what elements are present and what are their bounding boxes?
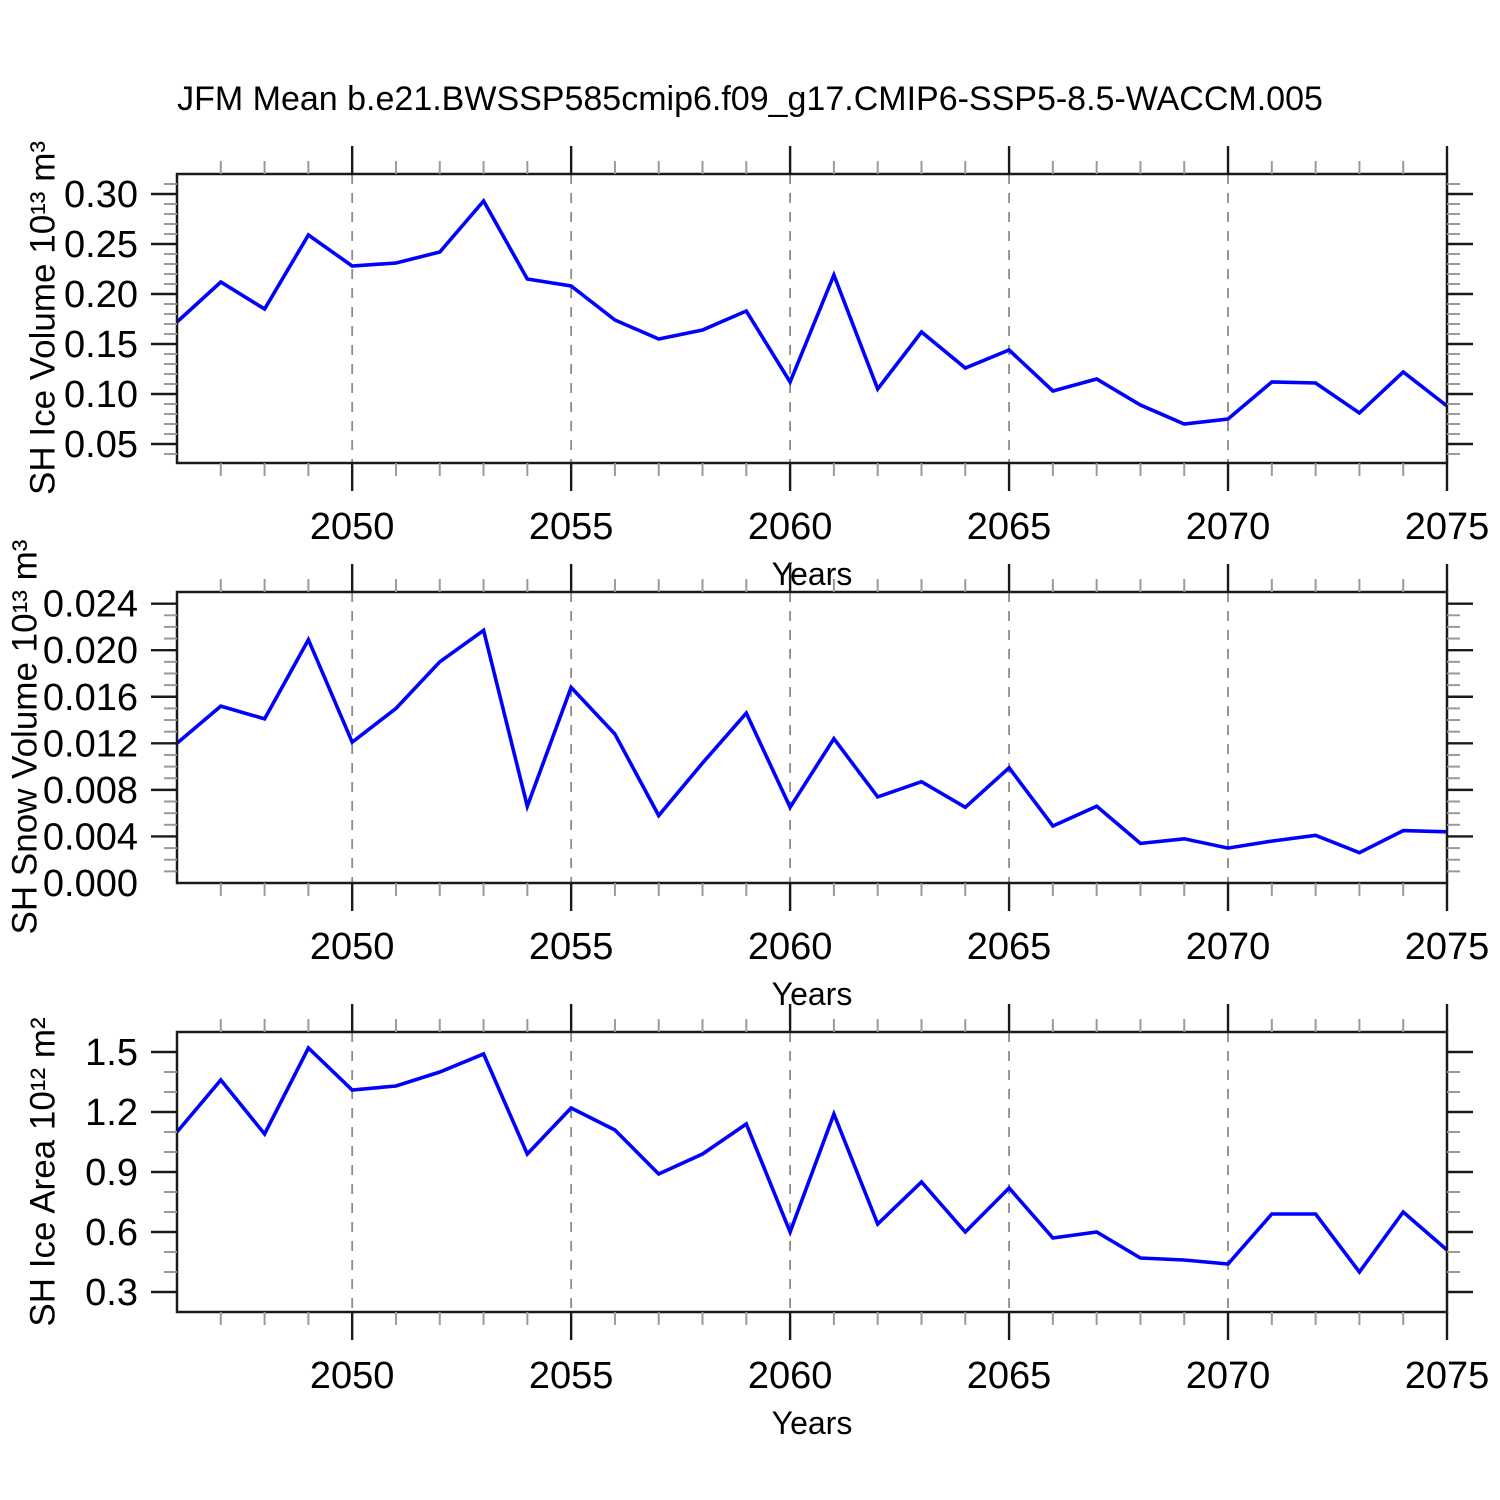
y-tick-label: 0.012 (43, 723, 138, 765)
ice-volume-panel: 2050 2055 2060 2065 2070 2075 0.05 0.10 0.15 0.20… (23, 141, 1489, 592)
ice-volume-x-axis-title: Years (772, 556, 853, 592)
y-tick-label: 0.000 (43, 863, 138, 905)
sh-ice-volume-line (175, 197, 1449, 426)
ice-area-plot: 2050 2055 2060 2065 2070 2075 0.3 0.6 0.9 1.2 1.5 (85, 1004, 1489, 1397)
y-tick-label: 0.10 (64, 374, 138, 416)
x-tick-label: 2050 (310, 926, 395, 968)
plot-frame (175, 172, 1449, 465)
y-tick-label: 0.008 (43, 770, 138, 812)
chart-title: JFM Mean b.e21.BWSSP585cmip6.f09_g17.CMI… (177, 80, 1323, 118)
x-tick-label: 2050 (310, 506, 395, 548)
x-tick-label: 2055 (529, 506, 614, 548)
x-tick-label: 2050 (310, 1355, 395, 1397)
ice-volume-y-axis-title: SH Ice Volume 10¹³ m³ (23, 141, 62, 495)
y-tick-label: 0.30 (64, 174, 138, 216)
y-tick-label: 0.024 (43, 584, 138, 626)
ice-area-panel: 2050 2055 2060 2065 2070 20750.30.60.91.21.5 … (23, 1004, 1489, 1441)
ice-volume-plot: 2050 2055 2060 2065 2070 2075 0.05 0.10 0.15 0.20… (64, 146, 1489, 548)
x-tick-label: 2070 (1186, 1355, 1271, 1397)
y-tick-label: 0.25 (64, 224, 138, 266)
x-tick-label: 2065 (967, 926, 1052, 968)
y-tick-label: 0.15 (64, 324, 138, 366)
x-tick-label: 2075 (1405, 1355, 1490, 1397)
sh-snow-volume-line (175, 627, 1448, 855)
sh-ice-area-line (175, 1045, 1449, 1276)
y-tick-label: 1.2 (85, 1092, 138, 1134)
x-tick-label: 2055 (529, 926, 614, 968)
y-tick-label: 0.20 (64, 274, 138, 316)
x-tick-label: 2055 (529, 1355, 614, 1397)
ice-area-y-axis-title: SH Ice Area 10¹² m² (23, 1017, 62, 1326)
ice-area-x-axis-title: Years (772, 1405, 853, 1441)
x-tick-label: 2060 (748, 506, 833, 548)
snow-volume-y-axis-title: SH Snow Volume 10¹³ m³ (5, 540, 44, 935)
x-tick-label: 2070 (1186, 926, 1271, 968)
x-tick-label: 2065 (967, 1355, 1052, 1397)
y-tick-label: 0.05 (64, 424, 138, 466)
y-tick-label: 0.016 (43, 677, 138, 719)
x-tick-label: 2070 (1186, 506, 1271, 548)
x-tick-label: 2065 (967, 506, 1052, 548)
y-tick-label: 0.020 (43, 630, 138, 672)
snow-volume-x-axis-title: Years (772, 976, 853, 1012)
y-tick-label: 0.004 (43, 816, 138, 858)
x-tick-label: 2060 (748, 926, 833, 968)
x-tick-label: 2075 (1405, 926, 1490, 968)
y-tick-label: 1.5 (85, 1032, 138, 1074)
y-tick-label: 0.6 (85, 1212, 138, 1254)
y-tick-label: 0.3 (85, 1272, 138, 1314)
x-tick-label: 2060 (748, 1355, 833, 1397)
plot-frame (175, 590, 1449, 885)
x-tick-label: 2075 (1405, 506, 1490, 548)
y-tick-label: 0.9 (85, 1152, 138, 1194)
